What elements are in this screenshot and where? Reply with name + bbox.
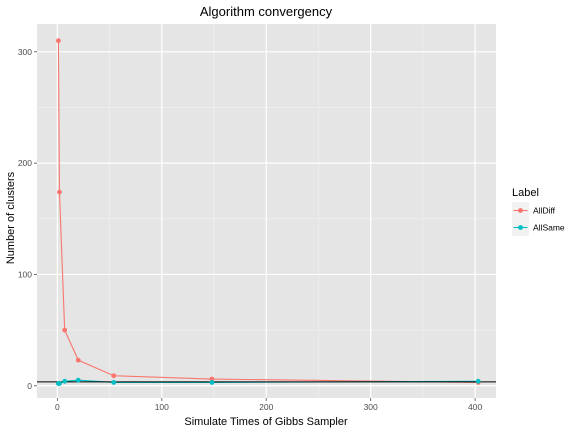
legend-label-allsame: AllSame — [533, 223, 565, 233]
data-point-alldiff — [75, 357, 81, 363]
legend-point-allsame — [518, 225, 523, 230]
data-point-allsame — [209, 380, 215, 385]
x-axis-ticks: 0 100 200 300 400 — [55, 398, 482, 412]
legend-label-alldiff: AllDiff — [533, 206, 556, 216]
legend-title: Label — [512, 187, 539, 199]
data-point-alldiff — [56, 38, 61, 44]
legend-items: AllDiff AllSame — [512, 202, 565, 236]
x-tick-label: 300 — [364, 402, 378, 412]
y-tick-label: 0 — [27, 381, 32, 391]
x-tick-label: 400 — [468, 402, 482, 412]
legend: Label AllDiff AllSame — [512, 187, 565, 236]
point-layer — [56, 38, 481, 386]
data-point-allsame — [62, 378, 68, 384]
x-axis-title: Simulate Times of Gibbs Sampler — [184, 416, 348, 428]
data-point-alldiff — [209, 376, 215, 382]
y-axis-title: Number of clusters — [5, 171, 17, 264]
x-tick-label: 0 — [55, 402, 60, 412]
data-point-allsame — [57, 381, 62, 386]
legend-item-allsame: AllSame — [512, 219, 565, 236]
data-point-allsame — [75, 377, 81, 383]
y-tick-label: 200 — [18, 158, 32, 168]
data-point-alldiff — [111, 373, 117, 379]
data-point-allsame — [475, 378, 481, 384]
y-tick-label: 300 — [18, 47, 32, 57]
x-tick-label: 200 — [259, 402, 273, 412]
x-tick-label: 100 — [155, 402, 169, 412]
y-tick-label: 100 — [18, 269, 32, 279]
y-axis-ticks: 0 100 200 300 — [18, 47, 37, 391]
chart-title: Algorithm convergency — [200, 4, 333, 19]
data-point-alldiff — [62, 327, 68, 333]
legend-item-alldiff: AllDiff — [512, 202, 556, 219]
data-point-alldiff — [57, 189, 62, 195]
data-point-allsame — [111, 380, 117, 385]
legend-point-alldiff — [518, 208, 523, 213]
major-gridlines — [37, 24, 496, 398]
